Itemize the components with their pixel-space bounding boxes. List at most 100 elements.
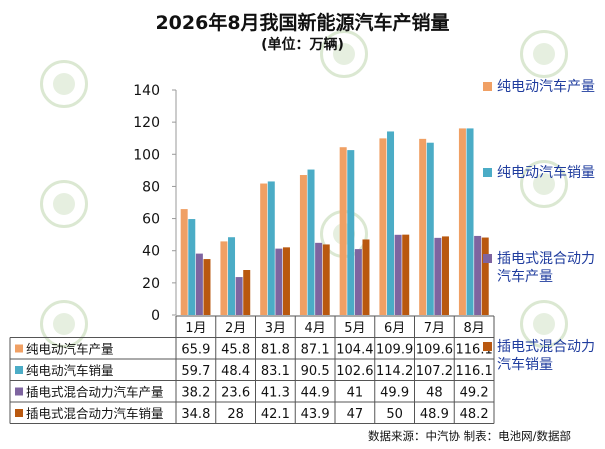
bar [434, 237, 442, 315]
y-tick-label: 20 [142, 276, 160, 292]
data-label: 41.3 [261, 386, 290, 401]
y-tick-label: 60 [142, 212, 160, 228]
legend-label: 插电式混合动力汽车产量 [497, 251, 595, 285]
y-tick-label: 80 [142, 179, 160, 195]
legend-swatch [483, 342, 492, 351]
y-tick-label: 120 [133, 115, 160, 131]
watermark-logo [520, 30, 568, 78]
data-label: 28 [227, 407, 244, 422]
legend-label: 纯电动汽车产量 [497, 79, 595, 95]
chart-title: 2026年8月我国新能源汽车产销量 [155, 12, 450, 34]
bar [235, 277, 243, 315]
bar [441, 236, 449, 315]
bar [195, 253, 203, 315]
bar [481, 237, 489, 315]
table-series-label: 插电式混合动力汽车销量 [26, 406, 164, 421]
table-series-label: 纯电动汽车销量 [26, 363, 114, 378]
x-tick-label: 5月 [344, 321, 365, 336]
legend-swatch [483, 168, 492, 177]
bar [458, 128, 466, 315]
watermark-logo [320, 30, 368, 78]
data-label: 104.4 [336, 343, 373, 358]
data-label: 38.2 [181, 386, 210, 401]
legend-item-phev-sales: 插电式混合动力汽车销量 [483, 338, 603, 374]
bar [188, 219, 196, 315]
data-label: 48.9 [420, 407, 449, 422]
bar [387, 131, 395, 315]
data-label: 48.2 [460, 407, 489, 422]
bar [362, 239, 370, 315]
bar [394, 234, 402, 315]
x-tick-label: 3月 [265, 321, 286, 336]
legend-swatch [483, 82, 492, 91]
legend-item-phev-production: 插电式混合动力汽车产量 [483, 250, 603, 286]
chart-subtitle: (单位：万辆) [261, 37, 344, 53]
bar [260, 183, 268, 315]
data-label: 102.6 [336, 364, 373, 379]
legend-label: 纯电动汽车销量 [497, 165, 595, 181]
bar [282, 247, 290, 315]
data-label: 109.9 [376, 343, 413, 358]
bar [315, 242, 323, 315]
data-label: 81.8 [261, 343, 290, 358]
bar [243, 270, 251, 315]
bar [426, 142, 434, 315]
bar [220, 241, 228, 315]
bar [347, 150, 355, 315]
legend-item-bev-sales: 纯电动汽车销量 [483, 164, 603, 182]
table-series-label: 插电式混合动力汽车产量 [26, 385, 164, 400]
watermark-logo [40, 180, 88, 228]
data-label: 45.8 [221, 343, 250, 358]
data-label: 114.2 [376, 364, 413, 379]
table-legend-swatch [15, 387, 23, 396]
data-label: 116.1 [456, 364, 493, 379]
data-label: 65.9 [181, 343, 210, 358]
watermark-logo [40, 60, 88, 108]
bar [322, 244, 330, 315]
data-label: 41 [347, 386, 364, 401]
data-label: 23.6 [221, 386, 250, 401]
y-tick-label: 100 [133, 147, 160, 163]
x-tick-label: 2月 [225, 321, 246, 336]
bar [474, 235, 482, 315]
bar [228, 237, 236, 315]
watermark-logo [40, 300, 88, 348]
bar [379, 138, 387, 315]
table-series-label: 纯电动汽车产量 [26, 342, 114, 357]
table-legend-swatch [15, 366, 23, 374]
source-note: 数据来源：中汽协 制表：电池网/数据部 [368, 429, 572, 443]
bar [466, 128, 474, 315]
table-legend-swatch [15, 409, 23, 417]
bar [419, 138, 427, 315]
legend-label: 插电式混合动力汽车销量 [497, 339, 595, 373]
table-legend-swatch [15, 344, 23, 353]
legend-item-bev-production: 纯电动汽车产量 [483, 78, 603, 96]
x-tick-label: 6月 [384, 321, 405, 336]
x-tick-label: 1月 [185, 321, 206, 336]
x-tick-label: 8月 [463, 321, 484, 336]
y-tick-label: 140 [133, 83, 160, 99]
watermark-logo [520, 300, 568, 348]
data-label: 90.5 [301, 364, 330, 379]
data-label: 50 [386, 407, 403, 422]
bar [180, 209, 188, 315]
data-label: 83.1 [261, 364, 290, 379]
bar [402, 234, 410, 315]
data-label: 48 [426, 386, 443, 401]
bar [203, 259, 211, 315]
data-label: 42.1 [261, 407, 290, 422]
data-label: 59.7 [181, 364, 210, 379]
data-label: 47 [347, 407, 364, 422]
data-label: 87.1 [301, 343, 330, 358]
watermark-logo [520, 160, 568, 208]
bar [354, 249, 362, 315]
data-label: 107.2 [416, 364, 453, 379]
bar [307, 169, 315, 315]
legend-swatch [483, 254, 492, 263]
data-label: 43.9 [301, 407, 330, 422]
data-label: 49.2 [460, 386, 489, 401]
x-tick-label: 4月 [304, 321, 325, 336]
data-label: 44.9 [301, 386, 330, 401]
